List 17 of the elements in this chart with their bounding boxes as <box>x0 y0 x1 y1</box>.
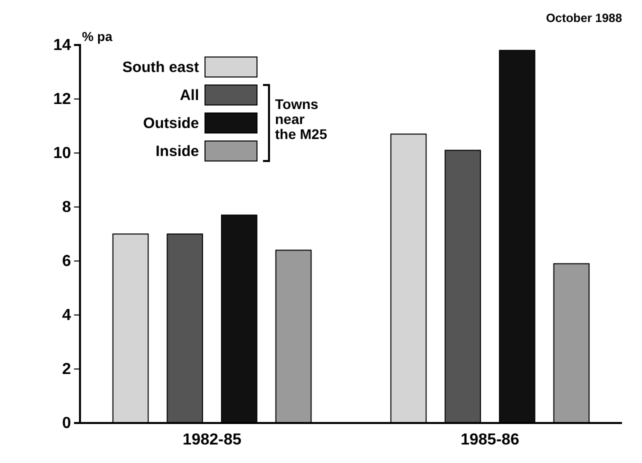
y-tick-label: 4 <box>62 307 72 324</box>
legend-label: South east <box>122 59 199 76</box>
y-tick-label: 10 <box>53 145 72 162</box>
annotation: Towns near the M25 <box>275 96 328 142</box>
text: October 1988 <box>546 11 622 25</box>
y-axis-title: % pa <box>82 29 114 44</box>
y-tick-label: 14 <box>53 37 72 54</box>
y-tick-label: 6 <box>62 253 72 270</box>
legend-label: Inside <box>156 143 199 160</box>
legend-label: All <box>180 87 199 104</box>
legend-label: Outside <box>143 115 199 132</box>
y-tick-label: 8 <box>62 199 72 216</box>
x-tick-label: 1982-85 <box>182 431 242 448</box>
x-tick-label: 1985-86 <box>460 431 520 448</box>
y-tick-label: 12 <box>53 91 72 108</box>
y-tick-label: 2 <box>62 361 72 378</box>
y-tick-label: 0 <box>62 415 72 432</box>
